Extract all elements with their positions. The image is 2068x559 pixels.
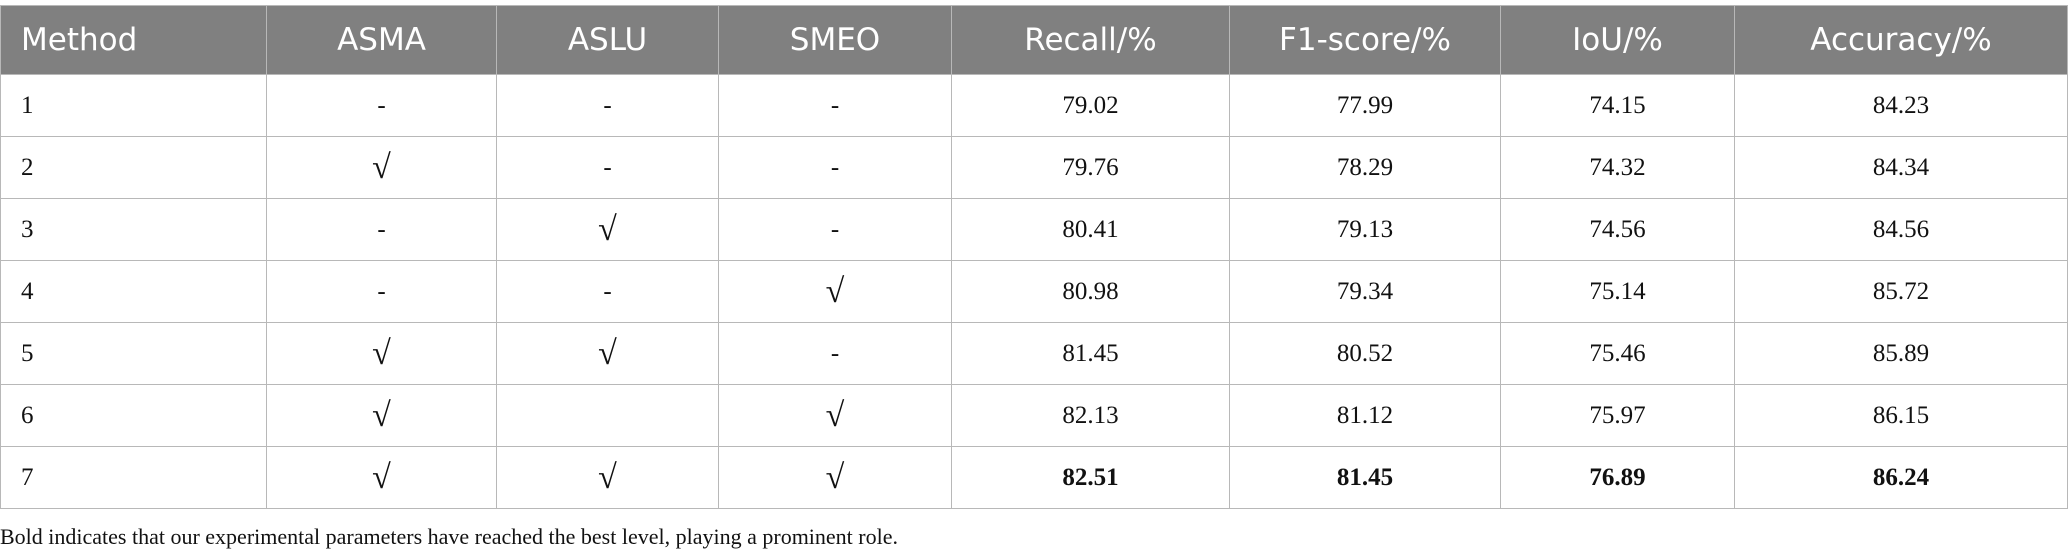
table-cell: 74.32 — [1500, 136, 1735, 199]
table-cell: 77.99 — [1229, 74, 1501, 137]
table-cell: 78.29 — [1229, 136, 1501, 199]
table-cell: 84.34 — [1734, 136, 2068, 199]
table-cell: 81.12 — [1229, 384, 1501, 447]
table-cell: 80.41 — [951, 198, 1230, 261]
table-cell: 85.89 — [1734, 322, 2068, 385]
table-cell: 76.89 — [1500, 446, 1735, 509]
table-cell: 6 — [0, 384, 267, 447]
table-cell: - — [496, 260, 719, 323]
table-cell — [496, 384, 719, 447]
table-row: 1- - -79.02 77.99 74.15 84.23 — [0, 74, 2068, 137]
table-cell: 84.56 — [1734, 198, 2068, 261]
table-cell: √ — [718, 384, 952, 447]
header-cell: F1-score/% — [1229, 5, 1501, 75]
table-cell: - — [718, 322, 952, 385]
table-cell: √ — [266, 446, 497, 509]
table-cell: 2 — [0, 136, 267, 199]
header-cell: Accuracy/% — [1734, 5, 2068, 75]
table-row: 4- - √ 80.98 79.34 75.14 85.72 — [0, 260, 2068, 323]
table-cell: 79.34 — [1229, 260, 1501, 323]
table-cell: √ — [266, 384, 497, 447]
table-cell: 75.46 — [1500, 322, 1735, 385]
table-cell: 7 — [0, 446, 267, 509]
table-cell: - — [496, 136, 719, 199]
table-cell: 75.14 — [1500, 260, 1735, 323]
header-row: Method ASMA ASLU SMEO Recall/% F1-score/% IoU/… — [0, 5, 2068, 75]
table-cell: 86.24 — [1734, 446, 2068, 509]
header-cell: ASLU — [496, 5, 719, 75]
table-cell: 80.98 — [951, 260, 1230, 323]
table-cell: √ — [496, 198, 719, 261]
table-cell: 85.72 — [1734, 260, 2068, 323]
table-cell: 82.13 — [951, 384, 1230, 447]
header-cell: IoU/% — [1500, 5, 1735, 75]
header-cell: Method — [0, 5, 267, 75]
table-cell: - — [718, 198, 952, 261]
table-cell: 3 — [0, 198, 267, 261]
table-cell: 5 — [0, 322, 267, 385]
table-cell: 79.02 — [951, 74, 1230, 137]
table-cell: 80.52 — [1229, 322, 1501, 385]
table-cell: - — [718, 74, 952, 137]
header-cell: ASMA — [266, 5, 497, 75]
header-cell: SMEO — [718, 5, 952, 75]
table-cell: √ — [496, 322, 719, 385]
table-body: 1- - -79.02 77.99 74.15 84.23 2 √ - -79.76 78.29 74… — [0, 74, 2068, 509]
table-cell: √ — [718, 260, 952, 323]
table-cell: 84.23 — [1734, 74, 2068, 137]
table-cell: 81.45 — [1229, 446, 1501, 509]
table-cell: 86.15 — [1734, 384, 2068, 447]
table-cell: 74.15 — [1500, 74, 1735, 137]
table-cell: - — [266, 74, 497, 137]
footnote: Bold indicates that our experimental par… — [0, 524, 898, 549]
table-cell: √ — [496, 446, 719, 509]
table-cell: - — [266, 198, 497, 261]
table-row: 3- √ -80.41 79.13 74.56 84.56 — [0, 198, 2068, 261]
table-row: 7 √ √ √ 82.51 81.45 76.89 86.24 — [0, 446, 2068, 509]
table-row: 2 √ - -79.76 78.29 74.32 84.34 — [0, 136, 2068, 199]
table-cell: - — [718, 136, 952, 199]
table-cell: 75.97 — [1500, 384, 1735, 447]
header-cell: Recall/% — [951, 5, 1230, 75]
table-cell: 79.13 — [1229, 198, 1501, 261]
table-cell: 79.76 — [951, 136, 1230, 199]
table-row: 5 √ √ -81.45 80.52 75.46 85.89 — [0, 322, 2068, 385]
table-row: 6 √ √ 82.13 81.12 75.97 86.15 — [0, 384, 2068, 447]
table-cell: √ — [266, 322, 497, 385]
table-cell: 1 — [0, 74, 267, 137]
table-cell: √ — [718, 446, 952, 509]
table-cell: - — [496, 74, 719, 137]
table-cell: √ — [266, 136, 497, 199]
table-cell: - — [266, 260, 497, 323]
table-cell: 74.56 — [1500, 198, 1735, 261]
table-cell: 4 — [0, 260, 267, 323]
table-cell: 82.51 — [951, 446, 1230, 509]
results-table: Method ASMA ASLU SMEO Recall/% F1-score/% IoU/… — [0, 5, 2068, 509]
table-cell: 81.45 — [951, 322, 1230, 385]
